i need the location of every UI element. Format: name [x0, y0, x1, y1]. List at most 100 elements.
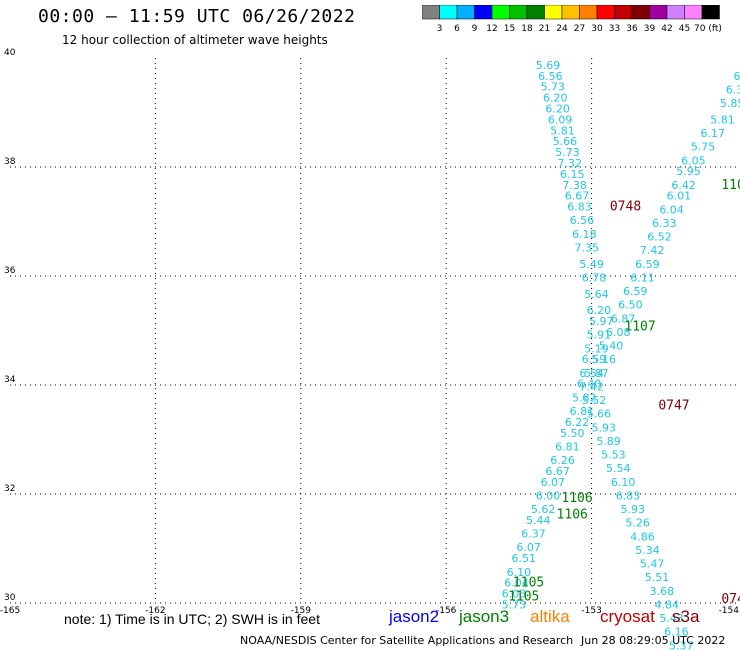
wave-height-value: 4.86 — [630, 530, 655, 543]
wave-height-value: 5.89 — [596, 435, 621, 448]
wave-height-value: 5.51 — [645, 571, 670, 584]
pass-time-label: 0748 — [610, 200, 641, 215]
colorbar-label: 45 — [679, 24, 690, 34]
wave-height-value: 6.18 — [572, 228, 597, 241]
wave-height-value: 5.87 — [584, 367, 609, 380]
y-tick-label: 36 — [4, 266, 16, 276]
wave-height-value: 6.03 — [502, 588, 527, 601]
wave-height-value: 5.52 — [582, 394, 607, 407]
y-tick-label: 32 — [4, 484, 15, 494]
wave-height-value: 5.82 — [572, 391, 597, 404]
y-tick-label: 38 — [4, 157, 16, 167]
pass-time-label: 1106 — [557, 508, 588, 523]
wave-height-value: 6.51 — [511, 552, 536, 565]
wave-height-value: 6.67 — [545, 465, 570, 478]
wave-height-value: 7.32 — [558, 157, 583, 170]
wave-height-value: 5.69 — [536, 59, 561, 72]
wave-height-value: 5.16 — [591, 353, 616, 366]
y-tick-label: 30 — [4, 593, 16, 603]
x-tick-label: -162 — [145, 606, 165, 616]
wave-height-value: 5.44 — [526, 514, 551, 527]
wave-height-value: 5.40 — [599, 340, 624, 353]
y-tick-label: 40 — [4, 48, 16, 58]
wave-height-value: 6.04 — [504, 577, 529, 590]
wave-height-value: 5.97 — [589, 315, 614, 328]
colorbar-label: 6 — [454, 24, 460, 34]
colorbar-label: 18 — [521, 24, 533, 34]
wave-height-value: 5.93 — [591, 421, 616, 434]
wave-height-value: 5.66 — [587, 408, 612, 421]
color-scale-legend: 3 6 9 12 15 18 21 24 27 30 33 36 39 42 45 70 (ft) — [422, 5, 722, 34]
wave-height-value: 6.67 — [565, 190, 590, 203]
y-tick-label: 34 — [4, 375, 16, 385]
colorbar-label: 36 — [626, 24, 638, 34]
satellite-cryosat-label: cryosat — [600, 607, 655, 626]
x-tick-label: -154 — [719, 606, 740, 616]
wave-height-value: 7.38 — [562, 179, 587, 192]
wave-height-value: 5.50 — [560, 427, 585, 440]
wave-height-value: 5.95 — [676, 165, 701, 178]
wave-height-value: 7.42 — [640, 244, 665, 257]
wave-height-value: 5.75 — [691, 141, 716, 154]
wave-height-value: 3.68 — [650, 585, 675, 598]
satellite-jason3-label: jason3 — [459, 607, 510, 626]
wave-height-value: 6.42 — [671, 179, 696, 192]
pass-time-label: 1105 — [513, 576, 544, 591]
wave-height-value: 6.04 — [659, 203, 684, 216]
x-tick-label: -159 — [291, 606, 312, 616]
wave-height-value: 6.54 — [579, 367, 604, 380]
pass-time-label: 0747 — [658, 399, 689, 414]
wave-height-value: 6.83 — [616, 489, 641, 502]
colorbar-label: 70 (ft) — [694, 24, 722, 34]
wave-height-value: 6.20 — [543, 92, 568, 105]
colorbar-label: 9 — [472, 24, 478, 34]
wave-height-value: 5.37 — [669, 639, 694, 650]
wave-height-value: 6.37 — [521, 528, 546, 541]
x-tick-label: -156 — [436, 606, 457, 616]
wave-height-value: 5.34 — [635, 544, 660, 557]
colorbar-swatch — [701, 5, 720, 20]
pass-time-label: 1108 — [721, 178, 740, 193]
footer-note: note: 1) Time is in UTC; 2) SWH is in fe… — [64, 611, 320, 627]
wave-height-value: 6.05 — [681, 154, 706, 167]
wave-height-value: 6.52 — [647, 231, 672, 244]
generation-timestamp: Jun 28 08:29:05 UTC 2022 — [581, 634, 726, 647]
wave-height-value: 6.59 — [623, 285, 648, 298]
wave-height-value: 5.91 — [587, 329, 612, 342]
wave-height-value: 4.84 — [654, 598, 679, 611]
wave-height-value: 6.22 — [565, 416, 590, 429]
wave-height-value: 6.59 — [582, 353, 607, 366]
wave-height-value: 7.35 — [575, 241, 600, 254]
wave-height-value: 5.81 — [710, 113, 735, 126]
pass-time-label: 1105 — [508, 589, 539, 604]
wave-height-value: 6.09 — [548, 113, 573, 126]
wave-height-value: 5.85 — [720, 97, 740, 110]
wave-height-value: 5.66 — [553, 135, 578, 148]
wave-height-value: 5.26 — [625, 517, 650, 530]
wave-height-value: 5.73 — [541, 81, 566, 94]
credit-line: NOAA/NESDIS Center for Satellite Applica… — [240, 634, 574, 647]
satellite-s3a-label: s3a — [672, 607, 700, 626]
colorbar-label: 30 — [591, 24, 603, 34]
satellite-altika-label: altika — [530, 607, 570, 626]
wave-height-value: 6.81 — [555, 440, 580, 453]
wave-height-value: 6.08 — [606, 326, 631, 339]
wave-height-value: 5.73 — [502, 598, 527, 611]
colorbar-label: 33 — [609, 24, 620, 34]
wave-height-value: 6 — [734, 70, 740, 83]
chart-subtitle: 12 hour collection of altimeter wave hei… — [62, 33, 328, 47]
wave-height-value: 5.93 — [621, 503, 646, 516]
wave-height-value: 6.59 — [635, 258, 660, 271]
wave-height-value: 6.26 — [550, 454, 575, 467]
wave-height-value: 6.16 — [664, 626, 689, 639]
wave-height-value: 6.50 — [618, 299, 643, 312]
wave-height-value: 6.01 — [667, 190, 692, 203]
wave-height-value: 5.62 — [531, 503, 556, 516]
wave-height-value: 5.73 — [555, 146, 580, 159]
colorbar-label: 12 — [486, 24, 497, 34]
satellite-jason2-label: jason2 — [389, 607, 440, 626]
wave-height-value: 6.3 — [726, 83, 740, 96]
x-tick-label: -153 — [581, 606, 601, 616]
colorbar-label: 27 — [574, 24, 585, 34]
